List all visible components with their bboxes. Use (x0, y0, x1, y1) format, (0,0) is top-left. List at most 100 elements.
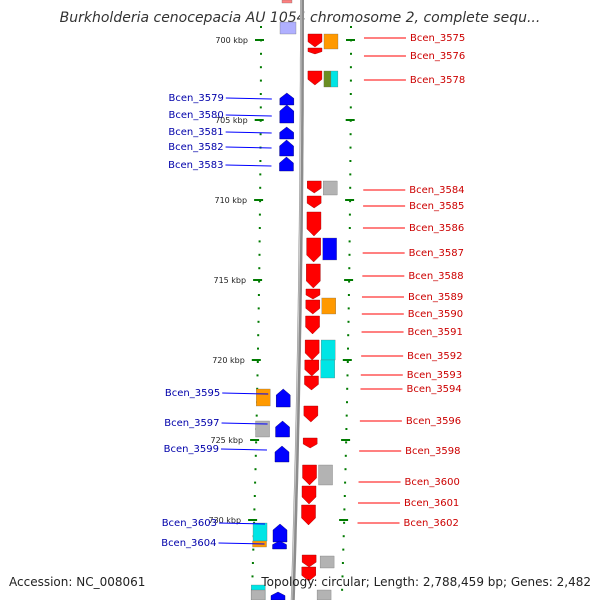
minor-tick-left (251, 562, 254, 564)
minor-tick-right (348, 240, 351, 243)
minor-tick-right (348, 213, 351, 216)
major-tick-left (248, 519, 258, 521)
minor-tick-right (347, 307, 350, 310)
gene-label: Bcen_3585 (409, 201, 464, 212)
backbone-line (290, 0, 304, 600)
minor-tick-right (343, 521, 346, 524)
gene-leader-line (218, 522, 266, 525)
gene-arrow-reverse (279, 156, 294, 172)
minor-tick-left (260, 26, 262, 28)
minor-tick-right (343, 495, 346, 497)
gene-label: Bcen_3590 (408, 309, 463, 320)
major-tick-right (345, 119, 355, 121)
gene-leader-line (221, 422, 268, 425)
major-tick-right (342, 359, 352, 361)
feature-box-cyan (320, 359, 335, 379)
gene-label: Bcen_3583 (168, 160, 223, 171)
gene-label: Bcen_3599 (164, 444, 219, 455)
gene-arrow-forward (307, 70, 323, 86)
minor-tick-right (349, 200, 352, 203)
gene-arrow-reverse (274, 445, 290, 463)
tick-label: 715 kbp (213, 276, 246, 285)
minor-tick-left (258, 213, 261, 216)
minor-tick-left (257, 294, 260, 296)
tick-label: 700 kbp (215, 36, 248, 45)
feature-box-cyan (330, 70, 339, 88)
major-tick-left (255, 39, 264, 41)
minor-tick-left (256, 361, 259, 363)
gene-label: Bcen_3593 (407, 370, 462, 381)
gene-arrow-reverse (270, 591, 286, 600)
tick-label: 710 kbp (214, 196, 247, 205)
minor-tick-left (259, 186, 262, 189)
gene-arrow-forward (307, 47, 323, 55)
major-tick-right (344, 279, 354, 281)
minor-tick-left (259, 173, 262, 176)
minor-tick-left (259, 200, 262, 203)
minor-tick-right (341, 562, 344, 564)
gene-arrow-reverse (279, 126, 294, 140)
major-tick-left (254, 119, 264, 121)
minor-tick-right (345, 428, 348, 430)
minor-tick-right (344, 454, 347, 457)
minor-tick-right (341, 575, 344, 578)
minor-tick-left (254, 468, 257, 471)
feature-box-orange (321, 297, 336, 315)
feature-box-salmon (281, 0, 293, 4)
feature-box-grey (323, 180, 338, 196)
minor-tick-left (258, 240, 261, 243)
gene-arrow-reverse (279, 139, 294, 157)
tick-label: 725 kbp (210, 436, 243, 445)
minor-tick-right (344, 481, 347, 484)
gene-label: Bcen_3596 (406, 416, 461, 427)
gene-label: Bcen_3603 (162, 518, 217, 529)
gene-label: Bcen_3576 (410, 51, 465, 62)
minor-tick-left (255, 414, 258, 417)
gene-arrow-forward (305, 315, 320, 335)
minor-tick-left (259, 106, 262, 109)
gene-arrow-reverse (272, 540, 287, 550)
genome-summary: Topology: circular; Length: 2,788,459 bp… (261, 575, 591, 589)
minor-tick-left (259, 133, 262, 136)
gene-leader-line (218, 542, 265, 545)
minor-tick-left (258, 267, 261, 270)
minor-tick-right (341, 588, 344, 591)
gene-label: Bcen_3602 (404, 518, 459, 529)
feature-box-grey (250, 589, 266, 600)
minor-tick-right (348, 253, 351, 256)
genes: Bcen_3575 Bcen_3576 Bcen_3578 Bcen_3584 Bcen… (161, 33, 465, 549)
minor-tick-left (254, 481, 257, 484)
minor-tick-left (258, 280, 261, 283)
minor-tick-left (259, 66, 262, 69)
minor-tick-left (256, 374, 259, 377)
gene-label: Bcen_3592 (407, 351, 462, 362)
gene-arrow-forward (306, 211, 322, 237)
gene-label: Bcen_3580 (168, 110, 223, 121)
gene-leader-line (225, 114, 272, 117)
major-tick-left (253, 279, 263, 281)
gene-arrow-reverse (279, 92, 295, 106)
gene-leader-line (225, 131, 272, 134)
gene-arrow-forward (302, 437, 318, 449)
minor-tick-left (253, 521, 256, 524)
gene-arrow-reverse (276, 388, 291, 408)
minor-tick-right (342, 548, 345, 551)
minor-tick-right (347, 347, 349, 350)
minor-tick-right (348, 280, 351, 283)
gene-arrow-reverse (279, 104, 294, 124)
major-tick-right (346, 39, 355, 41)
feature-box-olive (323, 70, 332, 88)
minor-tick-right (350, 26, 352, 28)
gene-label: Bcen_3598 (405, 446, 460, 457)
minor-tick-right (346, 374, 349, 377)
gene-label: Bcen_3575 (410, 33, 465, 44)
gene-leader-line (225, 164, 272, 167)
minor-tick-left (251, 575, 254, 578)
gene-label: Bcen_3579 (169, 93, 224, 104)
minor-tick-left (259, 79, 262, 82)
gene-arrow-forward (307, 33, 323, 48)
minor-tick-right (348, 227, 351, 229)
major-tick-right (341, 439, 351, 441)
minor-tick-left (257, 334, 260, 337)
gene-arrow-reverse (275, 420, 290, 438)
